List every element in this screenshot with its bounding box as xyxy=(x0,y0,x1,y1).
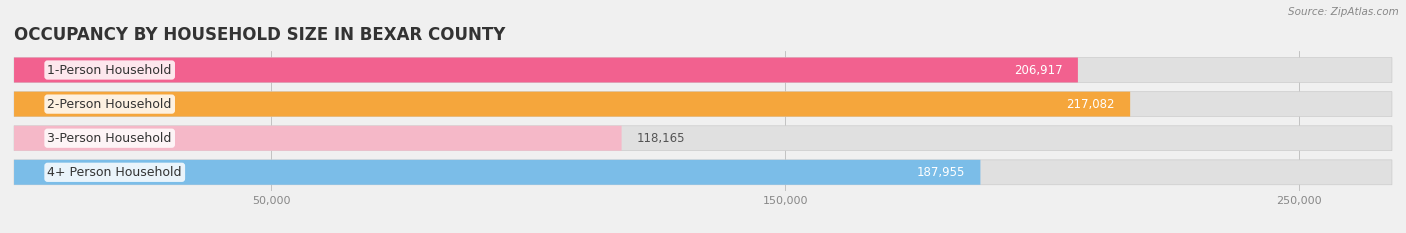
FancyBboxPatch shape xyxy=(14,160,1392,185)
FancyBboxPatch shape xyxy=(14,92,1130,116)
Text: 118,165: 118,165 xyxy=(637,132,686,145)
FancyBboxPatch shape xyxy=(14,58,1078,82)
Text: 4+ Person Household: 4+ Person Household xyxy=(48,166,181,179)
Text: Source: ZipAtlas.com: Source: ZipAtlas.com xyxy=(1288,7,1399,17)
Text: 187,955: 187,955 xyxy=(917,166,965,179)
Text: 217,082: 217,082 xyxy=(1066,98,1115,111)
Text: OCCUPANCY BY HOUSEHOLD SIZE IN BEXAR COUNTY: OCCUPANCY BY HOUSEHOLD SIZE IN BEXAR COU… xyxy=(14,26,505,44)
Text: 2-Person Household: 2-Person Household xyxy=(48,98,172,111)
Text: 1-Person Household: 1-Person Household xyxy=(48,64,172,76)
FancyBboxPatch shape xyxy=(14,126,1392,151)
Text: 3-Person Household: 3-Person Household xyxy=(48,132,172,145)
FancyBboxPatch shape xyxy=(14,160,980,185)
FancyBboxPatch shape xyxy=(14,126,621,151)
Text: 206,917: 206,917 xyxy=(1014,64,1063,76)
FancyBboxPatch shape xyxy=(14,92,1392,116)
FancyBboxPatch shape xyxy=(14,58,1392,82)
